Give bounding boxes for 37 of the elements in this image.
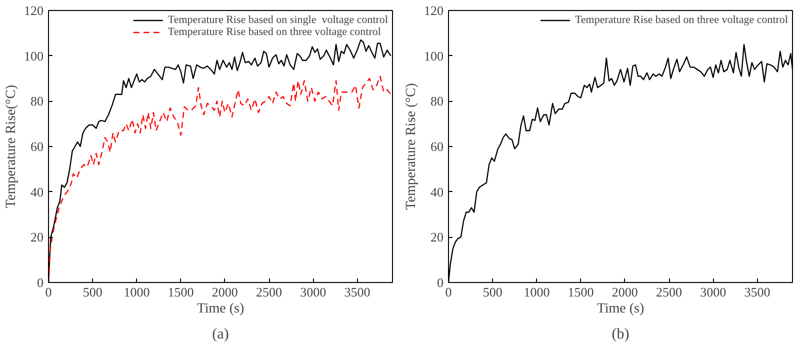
x-tick-label: 3000 — [300, 284, 326, 300]
legend-label: Temperature Rise based on three voltage control — [574, 14, 788, 26]
y-tick-label: 80 — [30, 94, 44, 109]
x-tick-label: 2000 — [212, 284, 238, 300]
y-axis-title: Temperature Rise (°C) — [404, 82, 419, 210]
y-tick-label: 40 — [30, 184, 44, 200]
x-tick-label: 500 — [82, 284, 102, 300]
x-tick-label: 2500 — [656, 284, 682, 300]
y-tick-label: 0 — [437, 275, 444, 290]
x-tick-label: 3500 — [744, 284, 770, 300]
y-axis-title: Temperature Rise(°C) — [4, 84, 19, 208]
y-tick-label: 40 — [430, 184, 444, 200]
y-tick-label: 20 — [430, 230, 444, 245]
y-tick-label: 20 — [30, 230, 44, 245]
y-tick-label: 60 — [430, 139, 444, 154]
x-axis-title: Time (s) — [196, 302, 244, 316]
x-tick-label: 1500 — [568, 284, 594, 300]
x-tick-label: 1000 — [524, 284, 550, 300]
x-axis-title: Time (s) — [596, 302, 644, 316]
x-tick-label: 1000 — [124, 284, 150, 300]
x-tick-label: 2500 — [256, 284, 282, 300]
x-tick-label: 2000 — [612, 284, 638, 300]
y-tick-label: 120 — [24, 3, 44, 18]
x-tick-label: 500 — [482, 284, 502, 300]
y-tick-label: 60 — [30, 139, 44, 154]
x-tick-label: 1500 — [168, 284, 194, 300]
x-tick-label: 3500 — [344, 284, 370, 300]
y-tick-label: 100 — [424, 48, 444, 64]
y-tick-label: 0 — [37, 275, 44, 290]
y-tick-label: 80 — [430, 94, 444, 109]
x-tick-label: 3000 — [700, 284, 726, 300]
legend-label: Temperature Rise based on three voltage control — [168, 26, 381, 38]
y-tick-label: 100 — [24, 48, 44, 64]
text: (a) — [212, 326, 229, 342]
legend-label: Temperature Rise based on single voltage control — [168, 14, 388, 26]
text: (b) — [612, 326, 630, 342]
y-tick-label: 120 — [424, 3, 444, 18]
